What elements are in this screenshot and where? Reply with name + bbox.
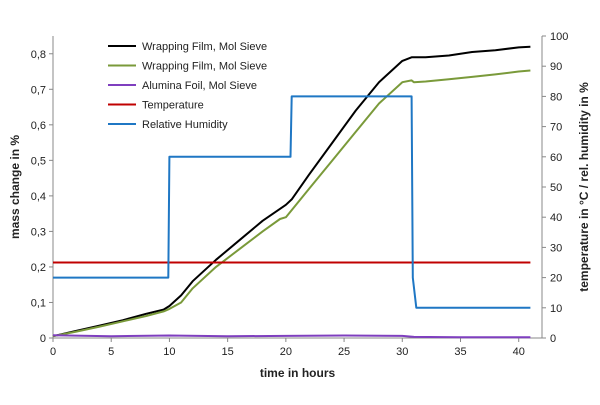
y-right-tick-label: 70 bbox=[550, 122, 562, 134]
x-tick-label: 15 bbox=[222, 346, 234, 358]
y-left-tick-label: 0,1 bbox=[31, 297, 46, 309]
y-right-tick-label: 40 bbox=[550, 212, 562, 224]
y-right-tick-label: 60 bbox=[550, 152, 562, 164]
x-tick-label: 20 bbox=[280, 346, 292, 358]
series-line-alumina-foil-mol-sieve-2 bbox=[52, 334, 531, 339]
x-tick-label: 10 bbox=[163, 346, 175, 358]
y-left-tick-label: 0,3 bbox=[31, 226, 46, 238]
y-left-tick-label: 0,5 bbox=[31, 155, 46, 167]
y-right-tick-label: 0 bbox=[550, 333, 556, 345]
x-tick-label: 0 bbox=[50, 346, 56, 358]
x-tick-label: 40 bbox=[513, 346, 525, 358]
legend-label: Wrapping Film, Mol Sieve bbox=[142, 61, 267, 73]
series-line-wrapping-film-mol-sieve-1 bbox=[52, 69, 531, 338]
y-left-tick-label: 0,2 bbox=[31, 262, 46, 274]
x-tick-label: 35 bbox=[454, 346, 466, 358]
legend-label: Wrapping Film, Mol Sieve bbox=[142, 41, 267, 53]
y-right-tick-label: 20 bbox=[550, 273, 562, 285]
y-left-tick-label: 0,7 bbox=[31, 84, 46, 96]
legend-label: Relative Humidity bbox=[142, 119, 228, 131]
y-right-tick-label: 10 bbox=[550, 303, 562, 315]
series-line-wrapping-film-mol-sieve-0 bbox=[52, 45, 531, 338]
y-right-tick-label: 80 bbox=[550, 91, 562, 103]
x-axis-title: time in hours bbox=[260, 366, 336, 380]
y-left-tick-label: 0,8 bbox=[31, 49, 46, 61]
series-line-relative-humidity-4 bbox=[53, 95, 531, 309]
y-left-tick-label: 0,4 bbox=[31, 191, 46, 203]
y-left-tick-label: 0 bbox=[40, 333, 46, 345]
x-tick-label: 5 bbox=[108, 346, 114, 358]
y-left-axis-title: mass change in % bbox=[8, 135, 22, 239]
y-right-axis-title: temperature in °C / rel. humidity in % bbox=[577, 82, 591, 292]
legend-label: Alumina Foil, Mol Sieve bbox=[142, 80, 257, 92]
legend-label: Temperature bbox=[142, 100, 204, 112]
x-tick-label: 30 bbox=[396, 346, 408, 358]
y-left-tick-label: 0,6 bbox=[31, 120, 46, 132]
x-tick-label: 25 bbox=[338, 346, 350, 358]
y-right-tick-label: 50 bbox=[550, 182, 562, 194]
y-right-tick-label: 100 bbox=[550, 31, 568, 43]
y-right-tick-label: 90 bbox=[550, 61, 562, 73]
y-right-tick-label: 30 bbox=[550, 242, 562, 254]
